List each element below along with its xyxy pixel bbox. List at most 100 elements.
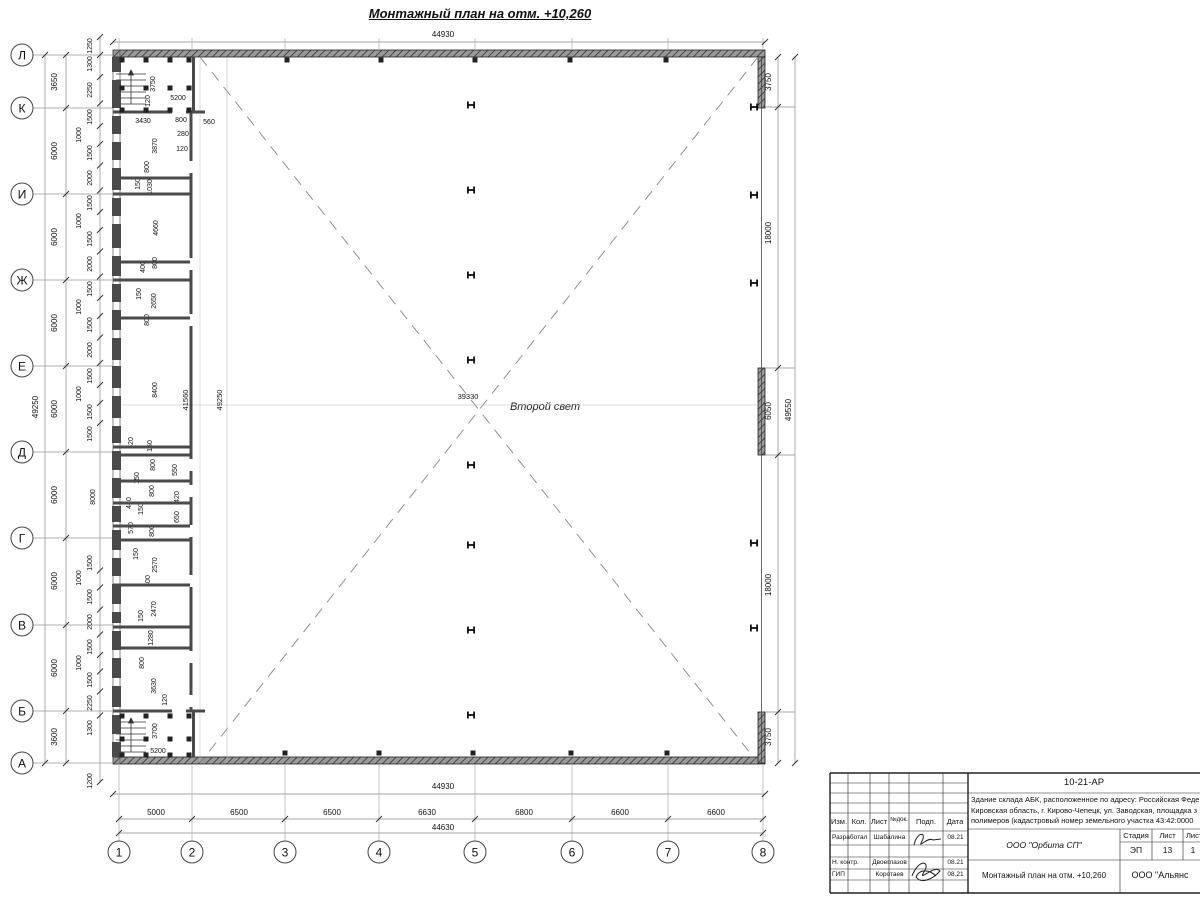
- titleblock-desc-line: полимеров (кадастровый номер земельного …: [971, 816, 1194, 825]
- column-h-icon: [467, 544, 475, 546]
- wall-panel: [112, 631, 121, 650]
- dim-left-detail: 1500: [87, 109, 94, 125]
- dim-tick: [774, 364, 782, 372]
- dim-tick: [774, 759, 782, 767]
- titleblock-date: 08.21: [947, 834, 964, 841]
- wall-panel: [112, 686, 121, 707]
- room-dim-label: 8400: [152, 382, 159, 398]
- dim-tick: [761, 790, 769, 798]
- column-square: [376, 750, 382, 756]
- dim-tick: [62, 707, 70, 715]
- partition-wall: [186, 110, 205, 114]
- wall-panel: [112, 338, 121, 360]
- titleblock-grid: [829, 772, 1200, 894]
- partition-wall: [186, 709, 205, 713]
- dim-tick: [96, 359, 104, 367]
- column-square: [119, 57, 125, 63]
- dim-bottom-chain: 6600: [611, 808, 629, 817]
- dim-right-chain: 6050: [764, 402, 773, 420]
- void-diagonals: [199, 56, 759, 764]
- dim-tick: [96, 226, 104, 234]
- column-square: [472, 57, 478, 63]
- column-square: [186, 107, 192, 113]
- axis-label-row: И: [18, 188, 27, 202]
- room-dim-label: 3750: [150, 76, 157, 92]
- dim-tick: [96, 208, 104, 216]
- titleblock-date: 08.21: [947, 859, 964, 866]
- wall-panel: [112, 478, 121, 498]
- dim-tick: [96, 631, 104, 638]
- corridor-wall: [189, 112, 193, 161]
- dim-tick: [96, 606, 104, 613]
- column-h-icon: [750, 282, 758, 284]
- dim-left-detail: 1500: [87, 317, 94, 333]
- column-h-icon: [467, 629, 475, 631]
- dim-tick: [62, 51, 70, 59]
- dim-left-axis-chain: 6000: [50, 400, 59, 418]
- dim-left-axis-chain: 6000: [50, 486, 59, 504]
- column-h-icon: [750, 542, 758, 544]
- dim-left-detail: 1500: [87, 639, 94, 655]
- dim-left-detail: 1500: [87, 145, 94, 161]
- dim-left-detail: 1500: [87, 555, 94, 571]
- dim-left-detail: 8000: [90, 489, 97, 505]
- room-dim-label: 2470: [151, 601, 158, 617]
- dim-right-chain: 18000: [764, 573, 773, 596]
- axis-circle-col: [367, 840, 391, 864]
- room-dim-label: 800: [149, 485, 156, 497]
- column-square: [186, 752, 192, 758]
- dim-left-detail: 2000: [87, 170, 94, 186]
- dim-tick: [281, 815, 289, 823]
- column-h-icon: [467, 714, 475, 716]
- axis-circle-row: [10, 268, 34, 292]
- axis-circle-row: [10, 526, 34, 550]
- dim-bottom-total: 44630: [432, 823, 455, 832]
- dim-tick: [96, 567, 104, 574]
- room-dim-label: 1280: [148, 630, 155, 646]
- column-h-icon: [467, 274, 475, 276]
- axis-circle-col: [560, 840, 584, 864]
- axis-label-row: В: [18, 619, 26, 633]
- room-dim-label: 150: [133, 548, 140, 560]
- titleblock-sheets-label: Листов: [1186, 831, 1200, 840]
- column-h-icon: [467, 359, 475, 361]
- axis-circle-col: [107, 840, 131, 864]
- corridor-wall: [189, 471, 193, 485]
- dim-bottom-wall: 44930: [432, 782, 455, 791]
- dim-tick: [96, 584, 104, 591]
- axis-label-row: А: [18, 757, 26, 771]
- dim-tick: [96, 651, 104, 659]
- dim-left-detail: 1500: [87, 426, 94, 442]
- room-dim-label: 800: [150, 459, 157, 471]
- column-square: [167, 736, 173, 742]
- wall-panel: [112, 366, 121, 388]
- corridor-wall: [189, 173, 193, 258]
- axis-circle-col: [751, 840, 775, 864]
- room-dim-label: 120: [162, 694, 169, 706]
- dim-tick: [664, 815, 672, 823]
- partition-wall: [113, 445, 190, 449]
- titleblock-code: 10-21-АР: [1063, 777, 1105, 788]
- dim-tick: [96, 140, 104, 148]
- dim-right-chain: 3750: [764, 73, 773, 91]
- room-dim-label: 520: [128, 437, 135, 449]
- column-h-icon: [467, 189, 475, 191]
- column-square: [567, 57, 573, 63]
- dim-left-detail: 1500: [87, 404, 94, 420]
- wall-panel: [112, 57, 121, 72]
- axis-circle-row: [10, 96, 34, 120]
- dim-right-chain: 18000: [764, 221, 773, 244]
- corridor-wall: [189, 326, 193, 459]
- wall-panel: [112, 142, 121, 160]
- dim-bottom-chain: 6600: [707, 808, 725, 817]
- outer-walls: [112, 49, 766, 765]
- dim-tick: [568, 815, 576, 823]
- axis-label-row: Е: [18, 360, 26, 374]
- partition-wall: [113, 524, 190, 528]
- axis-label-row: Б: [18, 705, 26, 719]
- dim-tick: [96, 334, 104, 341]
- titleblock-org2: ООО "Альянс: [1131, 870, 1189, 880]
- dim-top-overall: 44930: [432, 30, 455, 39]
- dim-left-detail: 1300: [87, 56, 94, 72]
- partition-wall: [113, 110, 172, 114]
